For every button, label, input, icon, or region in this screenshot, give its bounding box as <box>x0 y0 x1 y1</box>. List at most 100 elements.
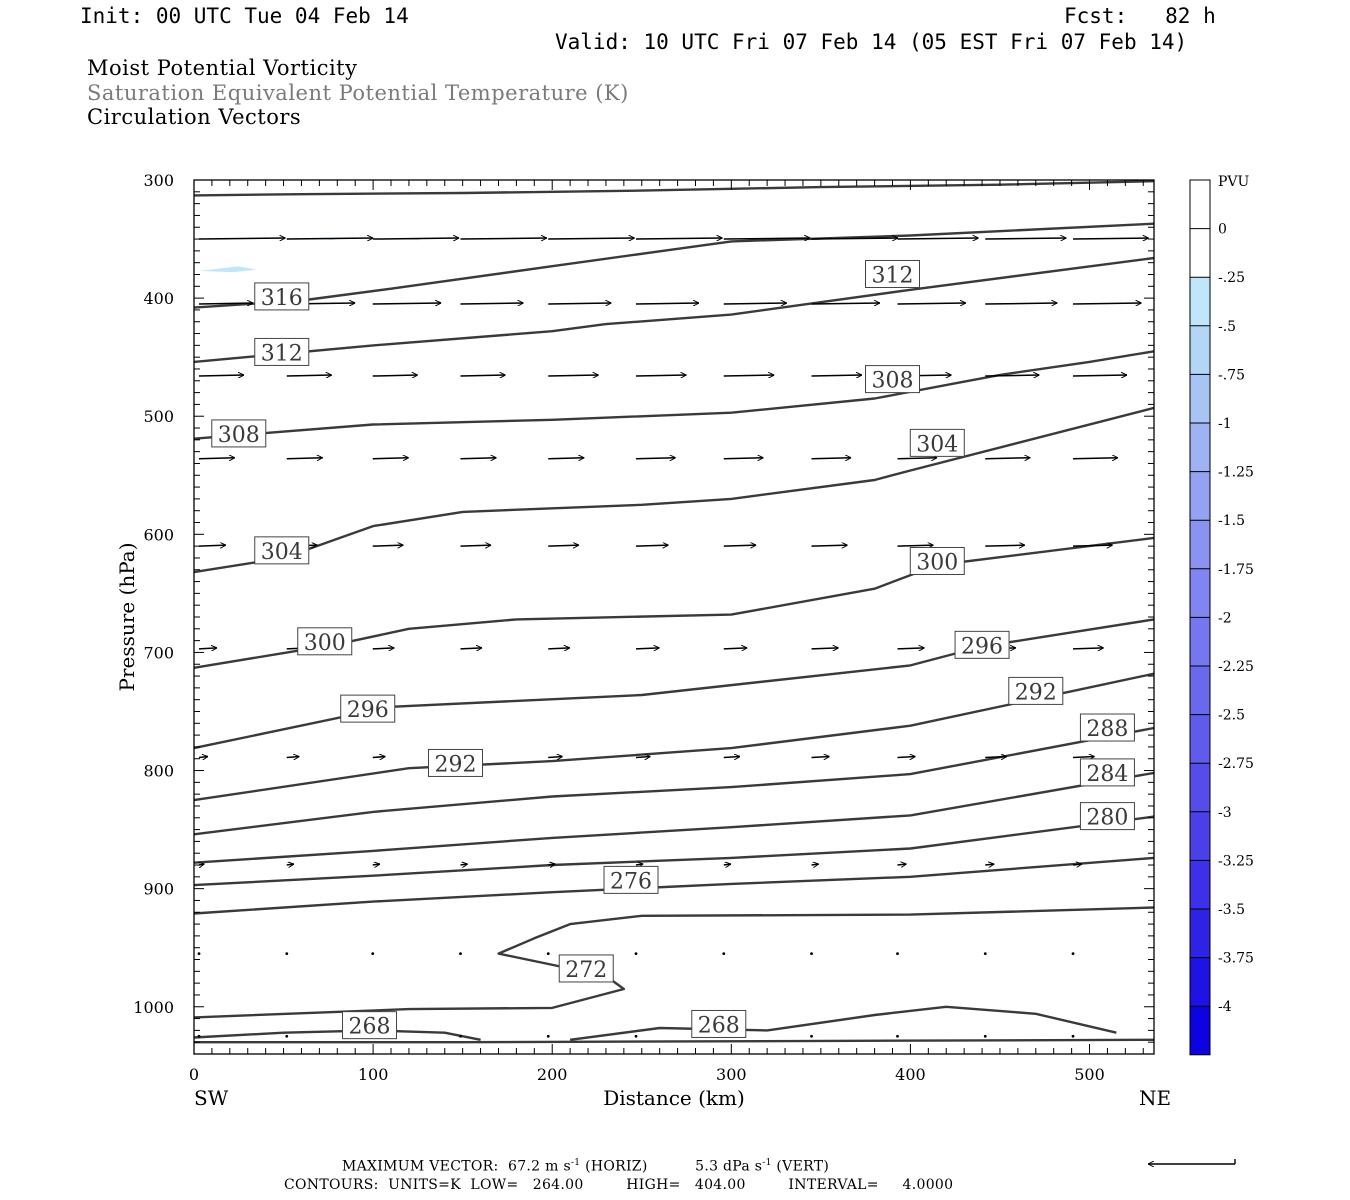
theta-es-contour <box>193 726 1155 836</box>
circulation-vector <box>635 458 676 459</box>
circulation-vector <box>897 648 925 649</box>
colorbar-swatch <box>1190 277 1210 326</box>
circulation-vector-dot <box>634 1034 638 1038</box>
theta-es-contour <box>193 222 1155 309</box>
circulation-vector-dot <box>634 952 638 956</box>
colorbar-swatch <box>1190 325 1210 375</box>
circulation-vector <box>548 757 562 758</box>
circulation-vector <box>636 303 699 304</box>
circulation-vector <box>985 757 1007 758</box>
theta-es-contour <box>193 256 1155 364</box>
circulation-vector <box>460 303 523 304</box>
circulation-vector <box>811 757 830 758</box>
theta-es-contour <box>193 406 1155 574</box>
y-tick-label: 300 <box>143 171 174 190</box>
circulation-vector <box>1073 238 1149 239</box>
circulation-vector <box>897 545 934 546</box>
contour-label: 308 <box>872 369 914 394</box>
contour-label: 288 <box>1086 717 1128 742</box>
contour-label: 272 <box>565 958 607 983</box>
footer-contours: CONTOURS: UNITS=K LOW= 264.00 HIGH= 404.… <box>284 1177 954 1193</box>
contour-label-box <box>865 259 921 288</box>
colorbar-swatch <box>1190 714 1210 764</box>
contour-label-box <box>340 694 396 723</box>
x-tick-label: 300 <box>716 1065 747 1084</box>
theta-es-contour <box>193 856 1155 915</box>
valid-time: Valid: 10 UTC Fri 07 Feb 14 (05 EST Fri … <box>555 30 1188 54</box>
circulation-vector-dot <box>371 952 375 956</box>
circulation-vector <box>723 757 740 758</box>
circulation-vector <box>198 303 253 304</box>
contour-label-box <box>909 546 965 575</box>
circulation-vector <box>1073 648 1104 649</box>
pv-patch <box>199 266 257 273</box>
circulation-vector <box>723 458 764 459</box>
circulation-vector-dot <box>459 952 462 956</box>
contour-label: 304 <box>916 432 958 457</box>
colorbar-swatch <box>1190 180 1210 229</box>
contour-label: 316 <box>261 286 303 311</box>
x-tick-label: 500 <box>1074 1065 1105 1084</box>
theta-es-contour <box>193 180 1155 197</box>
colorbar-swatch <box>1190 568 1210 618</box>
x-label-sw: SW <box>194 1086 229 1110</box>
circulation-vector <box>548 648 570 649</box>
colorbar-swatch <box>1190 617 1210 666</box>
y-tick-label: 600 <box>143 525 174 544</box>
colorbar-label: -4 <box>1218 999 1232 1015</box>
circulation-vector <box>985 545 1025 546</box>
circulation-vector <box>811 303 880 304</box>
circulation-vector-dot <box>896 952 899 956</box>
contour-label-box <box>558 954 614 983</box>
colorbar-label: -1.5 <box>1218 513 1245 529</box>
circulation-vector <box>372 458 409 459</box>
circulation-vector <box>198 458 235 459</box>
colorbar-swatch <box>1190 520 1210 569</box>
x-tick-label: 0 <box>189 1065 199 1084</box>
circulation-vector <box>811 648 839 649</box>
circulation-vector <box>372 648 395 649</box>
circulation-vector <box>198 375 244 376</box>
theta-es-contour <box>193 815 1155 887</box>
circulation-vector <box>548 458 584 459</box>
contour-label-box <box>297 627 353 656</box>
y-tick-label: 1000 <box>133 998 174 1017</box>
circulation-vector <box>897 303 966 304</box>
circulation-vector <box>723 238 810 239</box>
contour-label: 280 <box>1086 806 1128 831</box>
colorbar-swatch <box>1190 860 1210 909</box>
circulation-vector <box>811 375 862 376</box>
circulation-vector <box>897 757 916 758</box>
circulation-vector <box>985 303 1057 304</box>
colorbar-label: 0 <box>1218 222 1227 238</box>
circulation-vector <box>372 757 386 758</box>
circulation-vector <box>635 864 643 865</box>
x-label-ne: NE <box>1139 1086 1171 1110</box>
contour-label: 312 <box>872 263 914 288</box>
colorbar-swatch <box>1190 471 1210 521</box>
circulation-vector-dot <box>1071 1034 1075 1038</box>
colorbar-label: -3.5 <box>1218 902 1245 918</box>
y-tick-label: 800 <box>143 762 174 781</box>
circulation-vector <box>1073 303 1141 304</box>
circulation-vector <box>372 864 380 865</box>
theta-es-contour <box>193 350 1155 440</box>
circulation-vector <box>635 757 650 758</box>
circulation-vector <box>548 303 611 304</box>
y-tick-label: 700 <box>143 643 174 662</box>
circulation-vector <box>635 545 668 546</box>
colorbar-label: -3.25 <box>1218 853 1254 869</box>
colorbar-label: -2 <box>1218 610 1232 626</box>
contour-label: 308 <box>218 423 260 448</box>
circulation-vector-dot <box>197 1034 201 1038</box>
circulation-vector <box>548 545 579 546</box>
colorbar-swatch <box>1190 228 1210 278</box>
contour-label-box <box>254 536 310 565</box>
circulation-vector <box>548 864 555 865</box>
colorbar-label: -2.75 <box>1218 756 1254 772</box>
contour-label-box <box>211 419 267 448</box>
contour-label: 292 <box>434 752 476 777</box>
theta-es-contour <box>194 1038 1155 1044</box>
colorbar-swatch <box>1190 423 1210 472</box>
